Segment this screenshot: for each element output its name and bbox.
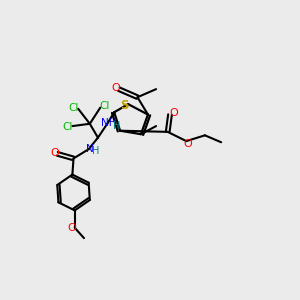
Text: O: O xyxy=(68,224,76,233)
Text: Cl: Cl xyxy=(100,101,110,112)
Text: O: O xyxy=(183,139,192,149)
Text: H: H xyxy=(113,121,120,131)
Text: O: O xyxy=(50,148,59,158)
Text: O: O xyxy=(170,108,178,118)
Text: NH: NH xyxy=(101,118,116,128)
Text: Cl: Cl xyxy=(68,103,79,112)
Text: N: N xyxy=(86,144,94,154)
Text: S: S xyxy=(120,99,129,112)
Text: Cl: Cl xyxy=(62,122,72,132)
Text: O: O xyxy=(111,83,120,93)
Text: H: H xyxy=(92,146,99,157)
